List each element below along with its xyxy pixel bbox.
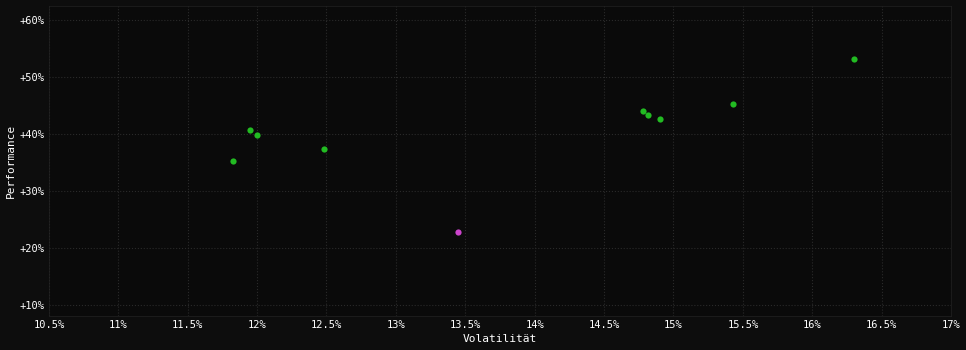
Point — [636, 108, 651, 114]
Point — [249, 132, 265, 138]
Point — [226, 158, 242, 164]
X-axis label: Volatilität: Volatilität — [463, 335, 537, 344]
Point — [652, 116, 668, 122]
Point — [725, 101, 741, 106]
Y-axis label: Performance: Performance — [6, 124, 15, 198]
Point — [316, 146, 331, 152]
Point — [846, 56, 862, 61]
Point — [242, 127, 258, 133]
Point — [640, 112, 656, 118]
Point — [450, 229, 466, 234]
